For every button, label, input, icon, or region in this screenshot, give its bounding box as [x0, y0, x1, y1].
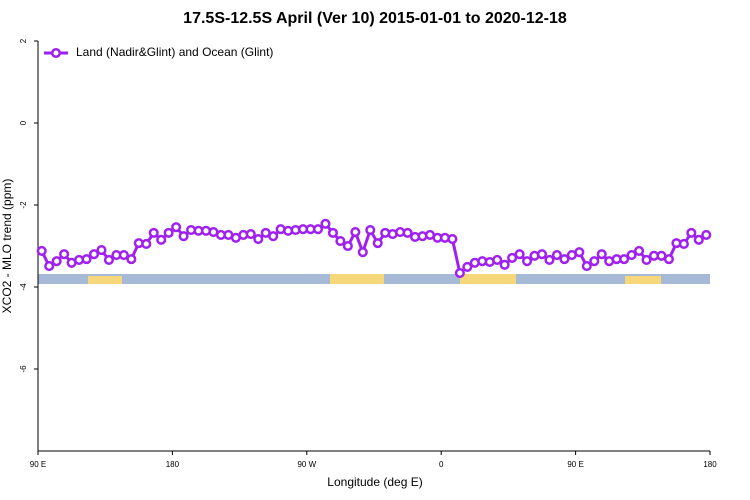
data-point	[36, 245, 47, 256]
land-patch	[460, 274, 516, 284]
data-point	[514, 249, 525, 260]
data-point	[581, 261, 592, 272]
data-point	[342, 240, 353, 252]
y-tick-label: -2	[19, 201, 28, 209]
data-point	[536, 249, 548, 260]
data-point	[327, 227, 338, 238]
data-point	[447, 233, 458, 245]
x-tick-label: 90 E	[567, 460, 583, 469]
data-point	[156, 234, 167, 245]
data-point	[268, 231, 279, 242]
land-patch	[625, 276, 661, 284]
data-point	[320, 218, 331, 229]
data-point	[574, 247, 585, 258]
x-tick-label: 0	[439, 460, 444, 469]
y-tick-label: 2	[19, 38, 28, 43]
data-point	[81, 254, 92, 265]
data-point	[126, 254, 137, 265]
y-tick-label: -4	[19, 283, 28, 291]
data-point	[693, 234, 704, 245]
data-point	[118, 249, 129, 261]
data-point	[163, 227, 174, 238]
data-point	[499, 259, 510, 270]
legend-label: Land (Nadir&Glint) and Ocean (Glint)	[76, 45, 273, 59]
data-point	[402, 227, 413, 238]
data-point	[454, 268, 465, 279]
x-tick-label: 180	[703, 460, 717, 469]
data-point	[335, 236, 346, 247]
land-patch	[88, 276, 122, 284]
data-point	[44, 261, 55, 272]
land-patch	[330, 274, 384, 284]
data-point	[701, 229, 712, 240]
y-tick-label: 0	[19, 120, 28, 125]
data-point	[350, 227, 361, 238]
data-point	[462, 261, 473, 272]
data-point	[372, 238, 383, 249]
data-point	[634, 245, 645, 256]
data-point	[96, 245, 107, 256]
data-point	[59, 249, 70, 260]
y-axis-label: XCO2 - MLO trend (ppm)	[0, 179, 14, 314]
data-point	[492, 254, 503, 265]
data-point	[312, 224, 324, 235]
data-point	[641, 254, 652, 265]
data-point	[507, 252, 518, 263]
x-axis-label: Longitude (deg E)	[327, 475, 422, 489]
data-point	[88, 249, 100, 260]
data-point	[141, 238, 152, 249]
data-point	[626, 249, 637, 261]
legend-marker	[50, 47, 62, 59]
data-point	[365, 224, 376, 236]
data-point	[559, 254, 570, 265]
data-point	[678, 238, 689, 249]
data-point	[148, 227, 159, 238]
x-tick-label: 90 E	[30, 460, 46, 469]
data-point	[686, 227, 697, 238]
data-point	[103, 254, 114, 265]
x-tick-label: 180	[166, 460, 180, 469]
data-point	[544, 254, 555, 265]
data-point	[51, 256, 62, 267]
data-point	[619, 254, 630, 265]
data-point	[596, 249, 607, 260]
land-ocean-strip	[38, 274, 710, 284]
data-point	[589, 256, 600, 267]
x-tick-label: 90 W	[297, 460, 316, 469]
data-point	[253, 233, 264, 245]
chart-title: 17.5S-12.5S April (Ver 10) 2015-01-01 to…	[183, 10, 567, 27]
data-point	[357, 247, 368, 258]
data-point	[171, 222, 182, 233]
y-tick-label: -6	[19, 365, 28, 373]
data-point	[663, 254, 674, 265]
data-point	[178, 231, 189, 242]
data-point	[522, 256, 533, 267]
data-point	[551, 249, 562, 261]
data-point	[245, 229, 256, 240]
